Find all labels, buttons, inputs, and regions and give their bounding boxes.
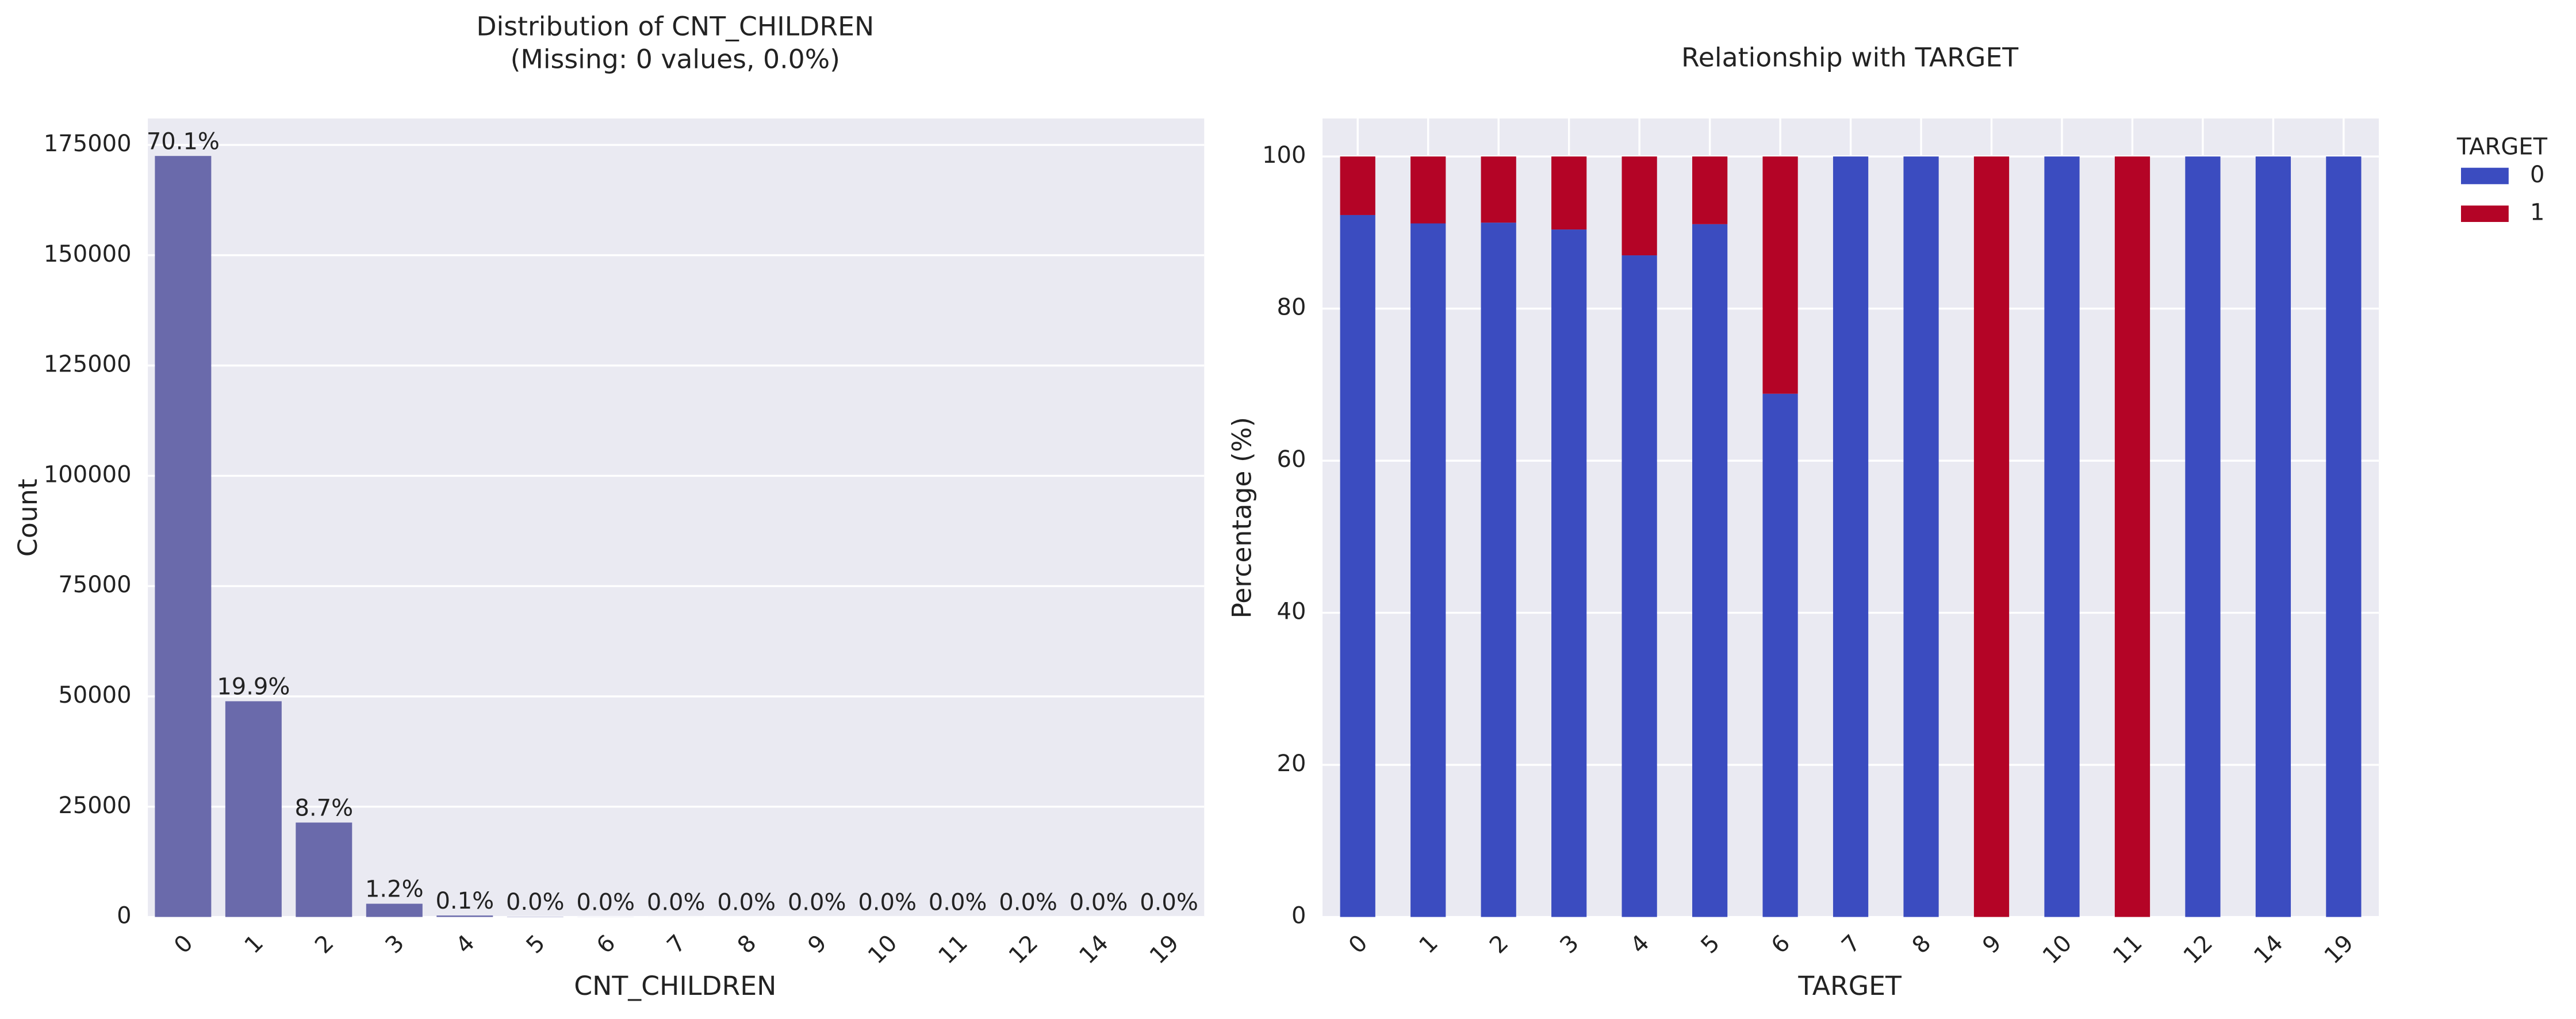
chart-title: Distribution of CNT_CHILDREN bbox=[476, 11, 874, 41]
bar-segment bbox=[2114, 156, 2150, 917]
chart-title: Relationship with TARGET bbox=[1681, 43, 2019, 73]
y-tick-label: 75000 bbox=[58, 572, 131, 598]
y-tick-label: 100 bbox=[1262, 142, 1306, 168]
bar-label: 0.1% bbox=[435, 888, 494, 914]
bar-segment bbox=[2044, 156, 2080, 917]
bar-segment bbox=[1481, 156, 1516, 223]
bar-segment bbox=[1551, 229, 1587, 917]
chart-subtitle: (Missing: 0 values, 0.0%) bbox=[511, 44, 840, 75]
bar-segment bbox=[1410, 156, 1446, 224]
bar-label: 0.0% bbox=[788, 890, 846, 916]
legend-swatch bbox=[2461, 205, 2509, 222]
y-tick-label: 100000 bbox=[44, 461, 132, 488]
bar-label: 0.0% bbox=[576, 890, 635, 916]
bar-label: 70.1% bbox=[147, 128, 220, 155]
bar bbox=[296, 822, 352, 917]
bar bbox=[225, 701, 282, 917]
y-tick-label: 0 bbox=[117, 903, 131, 929]
y-axis-label: Percentage (%) bbox=[1226, 417, 1257, 619]
bar-segment bbox=[2185, 156, 2221, 917]
bar-label: 0.0% bbox=[717, 890, 776, 916]
bar-segment bbox=[1692, 224, 1728, 917]
bar-segment bbox=[1973, 156, 2010, 917]
y-tick-label: 80 bbox=[1277, 294, 1306, 321]
bar-label: 0.0% bbox=[1070, 890, 1128, 916]
bar-label: 8.7% bbox=[295, 795, 354, 822]
bar-label: 0.0% bbox=[647, 890, 706, 916]
bar bbox=[366, 903, 423, 917]
bar-segment bbox=[1340, 214, 1375, 917]
bar-label: 1.2% bbox=[365, 876, 424, 903]
bar-segment bbox=[1692, 156, 1728, 224]
bar-label: 0.0% bbox=[506, 889, 565, 915]
bar-segment bbox=[2255, 156, 2291, 917]
y-tick-label: 25000 bbox=[58, 792, 131, 819]
legend-title: TARGET bbox=[2456, 133, 2548, 160]
bar-segment bbox=[1762, 393, 1798, 917]
bar-label: 0.0% bbox=[858, 890, 917, 916]
bar-segment bbox=[1410, 223, 1446, 917]
bar-segment bbox=[1481, 223, 1516, 917]
y-tick-label: 40 bbox=[1277, 599, 1306, 625]
y-tick-label: 125000 bbox=[44, 351, 132, 378]
bar-segment bbox=[1903, 156, 1939, 917]
x-axis-label: TARGET bbox=[1797, 971, 1902, 1001]
bar-label: 19.9% bbox=[217, 674, 290, 700]
legend-label: 0 bbox=[2530, 162, 2544, 188]
y-tick-label: 50000 bbox=[58, 682, 131, 708]
bar-segment bbox=[1551, 156, 1587, 230]
bar-segment bbox=[1621, 156, 1657, 256]
bar bbox=[155, 156, 212, 917]
bar bbox=[436, 915, 493, 917]
plot-area bbox=[148, 118, 1205, 917]
y-tick-label: 150000 bbox=[44, 241, 132, 267]
bar-segment bbox=[1833, 156, 1869, 917]
y-tick-label: 60 bbox=[1277, 446, 1306, 473]
bar-label: 0.0% bbox=[1140, 890, 1198, 916]
bar-label: 0.0% bbox=[929, 890, 987, 916]
legend-label: 1 bbox=[2530, 200, 2544, 226]
legend-swatch bbox=[2461, 167, 2509, 185]
bar-label: 0.0% bbox=[999, 890, 1057, 916]
y-tick-label: 175000 bbox=[44, 131, 132, 157]
bar-segment bbox=[2326, 156, 2362, 917]
y-tick-label: 0 bbox=[1291, 903, 1306, 929]
y-tick-label: 20 bbox=[1277, 750, 1306, 777]
x-axis-label: CNT_CHILDREN bbox=[574, 971, 776, 1001]
bar-segment bbox=[1621, 255, 1657, 917]
bar-segment bbox=[1340, 156, 1375, 215]
y-axis-label: Count bbox=[13, 478, 43, 557]
bar-segment bbox=[1762, 156, 1798, 394]
